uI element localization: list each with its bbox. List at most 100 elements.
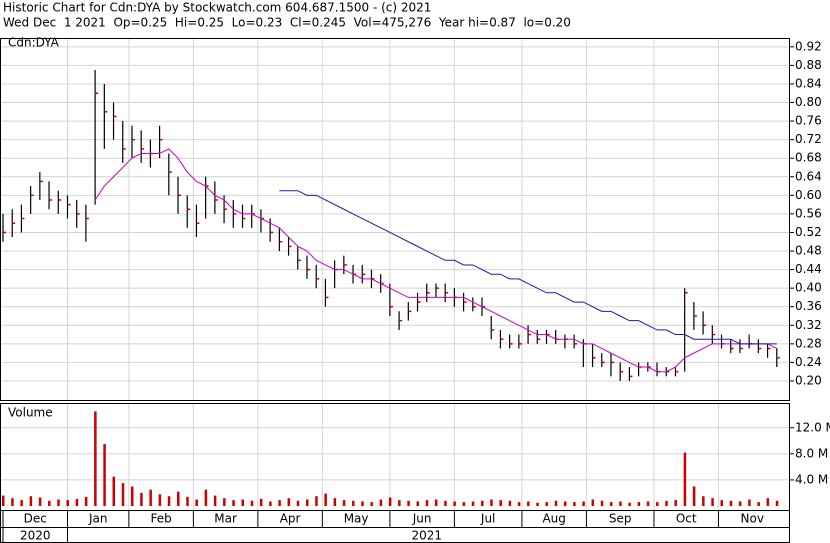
volume-bar bbox=[499, 500, 502, 506]
volume-bar bbox=[342, 500, 346, 506]
volume-bar bbox=[591, 499, 595, 506]
volume-bar bbox=[582, 501, 585, 506]
volume-bar bbox=[333, 498, 337, 506]
volume-bar bbox=[609, 502, 613, 506]
volume-bar bbox=[177, 491, 180, 506]
volume-bar bbox=[186, 496, 189, 506]
volume-bar bbox=[738, 501, 742, 506]
volume-bar bbox=[573, 502, 576, 506]
volume-bar bbox=[600, 500, 604, 506]
moving-average bbox=[279, 190, 777, 345]
volume-bar bbox=[149, 489, 152, 506]
x-tick-label: Nov bbox=[741, 512, 764, 526]
volume-bar bbox=[296, 500, 300, 506]
volume-bar bbox=[75, 498, 79, 506]
volume-bar bbox=[720, 500, 724, 506]
y-tick-label: 12.0 M bbox=[795, 420, 830, 434]
volume-bar bbox=[416, 501, 420, 506]
quote-line: Wed Dec 1 2021 Op=0.25 Hi=0.25 Lo=0.23 C… bbox=[3, 16, 571, 30]
volume-bar bbox=[471, 501, 475, 506]
volume-bar bbox=[481, 500, 484, 506]
volume-bar bbox=[140, 492, 143, 506]
volume-bar bbox=[462, 502, 466, 506]
y-tick-label: 0.20 bbox=[795, 373, 822, 387]
y-tick-label: 0.44 bbox=[795, 262, 822, 276]
volume-bar bbox=[619, 501, 622, 506]
volume-bar bbox=[269, 501, 272, 506]
y-tick-label: 8.0 M bbox=[795, 446, 828, 460]
volume-bar bbox=[379, 499, 383, 506]
volume-bar bbox=[324, 493, 327, 506]
volume-bar bbox=[195, 499, 198, 506]
year-label: 2020 bbox=[20, 529, 51, 543]
volume-bar bbox=[508, 500, 512, 506]
volume-bar bbox=[278, 500, 281, 506]
volume-bar bbox=[702, 496, 705, 506]
volume-bar bbox=[204, 489, 208, 506]
x-tick-label: Sep bbox=[609, 512, 632, 526]
x-tick-label: Dec bbox=[24, 512, 47, 526]
x-tick-label: Aug bbox=[542, 512, 565, 526]
y-tick-label: 0.68 bbox=[795, 151, 822, 165]
volume-bar bbox=[361, 501, 364, 506]
volume-bar bbox=[130, 486, 134, 506]
volume-bar bbox=[20, 500, 23, 506]
volume-bar bbox=[536, 502, 539, 506]
volume-bar bbox=[158, 494, 162, 506]
x-tick-label: May bbox=[344, 512, 369, 526]
y-tick-label: 0.40 bbox=[795, 281, 822, 295]
volume-bar bbox=[637, 502, 641, 506]
y-tick-label: 0.32 bbox=[795, 318, 822, 332]
volume-bar bbox=[628, 502, 631, 506]
grid bbox=[0, 38, 790, 510]
volume-bar bbox=[223, 498, 226, 506]
y-tick-label: 0.88 bbox=[795, 58, 822, 72]
y-tick-label: 0.80 bbox=[795, 95, 822, 109]
volume-bar bbox=[48, 500, 51, 506]
volume-bar bbox=[250, 500, 254, 506]
volume-bar bbox=[29, 496, 33, 506]
volume-bar bbox=[121, 483, 125, 506]
y-tick-label: 0.48 bbox=[795, 244, 822, 258]
chart-title: Historic Chart for Cdn:DYA by Stockwatch… bbox=[3, 1, 431, 15]
volume-bar bbox=[370, 502, 373, 506]
y-tick-label: 0.28 bbox=[795, 336, 822, 350]
volume-bar bbox=[545, 502, 548, 506]
symbol-label: Cdn:DYA bbox=[8, 36, 60, 50]
volume-bar bbox=[57, 499, 60, 506]
x-tick-label: Apr bbox=[280, 512, 301, 526]
volume-bar bbox=[103, 444, 106, 506]
volume-bar bbox=[94, 411, 97, 506]
volume-bar bbox=[665, 500, 668, 506]
volume-bar bbox=[434, 499, 438, 506]
x-tick-label: Jan bbox=[88, 512, 108, 526]
volume-bar bbox=[656, 502, 659, 506]
moving-average bbox=[94, 148, 778, 373]
volume-bar bbox=[692, 486, 696, 506]
y-tick-label: 0.36 bbox=[795, 299, 822, 313]
volume-bar bbox=[2, 495, 5, 506]
volume-bar bbox=[259, 498, 263, 506]
volume-bar bbox=[444, 500, 447, 506]
volume-bar bbox=[407, 500, 410, 506]
y-tick-label: 0.52 bbox=[795, 225, 822, 239]
y-tick-label: 0.84 bbox=[795, 76, 822, 90]
volume-bar bbox=[241, 499, 245, 506]
volume-bar bbox=[66, 500, 69, 506]
x-tick-label: Oct bbox=[676, 512, 697, 526]
volume-bar bbox=[38, 497, 42, 506]
volume-bar bbox=[729, 500, 733, 506]
volume-bar bbox=[398, 500, 401, 506]
volume-bar bbox=[84, 496, 88, 506]
volume-bar bbox=[425, 500, 429, 506]
volume-bar bbox=[711, 498, 714, 506]
volume-bar bbox=[757, 502, 760, 506]
volume-bar bbox=[554, 500, 558, 506]
volume-bar bbox=[213, 495, 217, 506]
y-tick-label: 0.64 bbox=[795, 169, 822, 183]
volume-bar bbox=[352, 500, 355, 506]
volume-bar bbox=[748, 499, 751, 506]
y-tick-label: 0.76 bbox=[795, 114, 822, 128]
volume-bar bbox=[112, 476, 116, 506]
